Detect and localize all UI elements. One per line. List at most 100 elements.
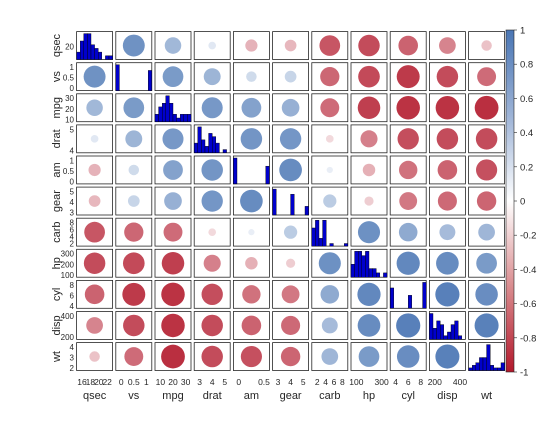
row-label-vs: vs xyxy=(51,71,63,83)
histogram-bar-mpg-4 xyxy=(169,102,174,122)
histogram-bar-qsec-9 xyxy=(108,55,113,60)
corr-circle-cyl-carb xyxy=(320,285,340,304)
corr-circle-vs-mpg xyxy=(162,66,184,88)
row-label-drat: drat xyxy=(51,129,63,148)
corr-circle-wt-hp xyxy=(358,346,380,367)
histogram-bar-qsec-1 xyxy=(79,40,84,60)
corr-circle-vs-gear xyxy=(284,70,297,83)
histogram-bar-hp-3 xyxy=(361,255,366,278)
corr-circle-carb-hp xyxy=(357,221,381,244)
x-tick-disp-1: 400 xyxy=(453,377,467,387)
y-tick-carb-2: 6 xyxy=(70,226,75,235)
x-tick-carb-1: 4 xyxy=(323,377,328,387)
colorbar-tick-1: 0.8 xyxy=(520,60,533,71)
corr-circle-vs-qsec xyxy=(83,65,106,88)
y-tick-disp-1: 400 xyxy=(61,312,75,321)
corr-circle-drat-cyl xyxy=(397,128,419,150)
corr-circle-am-cyl xyxy=(399,160,418,180)
corr-circle-hp-disp xyxy=(436,251,459,275)
histogram-bar-hp-2 xyxy=(358,251,363,278)
x-tick-vs-0: 0 xyxy=(119,377,124,387)
corr-circle-disp-drat xyxy=(201,314,223,337)
histogram-bar-qsec-2 xyxy=(83,33,88,60)
corr-circle-drat-carb xyxy=(325,135,334,143)
column-label-am: am xyxy=(244,390,259,402)
x-tick-cyl-0: 4 xyxy=(393,377,398,387)
corr-circle-disp-mpg xyxy=(161,313,185,338)
corr-circle-drat-gear xyxy=(279,128,302,150)
y-tick-carb-3: 8 xyxy=(70,219,75,228)
x-tick-gear-0: 3 xyxy=(276,377,281,387)
histogram-bar-wt-3 xyxy=(479,357,484,371)
row-label-hp: hp xyxy=(51,257,63,269)
corr-circle-cyl-qsec xyxy=(84,284,105,305)
row-label-qsec: qsec xyxy=(51,33,63,57)
corr-circle-mpg-hp xyxy=(357,96,381,120)
corr-circle-qsec-wt xyxy=(481,40,492,51)
y-tick-hp-0: 100 xyxy=(61,271,75,280)
colorbar: 1 0.8 0.6 0.4 0.2 0 -0.2 -0.4 -0.6 -0.8 -1 xyxy=(505,26,536,379)
y-tick-hp-2: 300 xyxy=(61,250,75,259)
corr-circle-gear-hp xyxy=(364,196,374,206)
corr-circle-hp-vs xyxy=(122,252,145,275)
x-tick-qsec-3: 22 xyxy=(102,377,112,387)
histogram-bar-disp-8 xyxy=(458,335,463,340)
histogram-bar-wt-7 xyxy=(493,367,498,371)
corr-circle-mpg-cyl xyxy=(396,95,420,120)
cell-am-am xyxy=(232,155,270,185)
histogram-bar-hp-6 xyxy=(372,268,377,278)
corr-circle-am-qsec xyxy=(88,163,101,177)
histogram-bar-carb-5 xyxy=(329,243,334,247)
corr-circle-am-disp xyxy=(437,160,458,180)
corr-circle-disp-qsec xyxy=(86,317,103,334)
column-label-carb: carb xyxy=(319,390,340,402)
histogram-bar-wt-6 xyxy=(490,365,495,371)
corr-circle-hp-gear xyxy=(286,258,296,268)
corr-circle-wt-vs xyxy=(124,347,144,367)
y-tick-gear-2: 5 xyxy=(70,188,75,197)
histogram-bar-hp-9 xyxy=(383,272,388,278)
corr-circle-gear-carb xyxy=(323,194,337,208)
x-tick-carb-2: 6 xyxy=(332,377,337,387)
histogram-bar-drat-1 xyxy=(197,126,202,154)
colorbar-tick-7: -0.4 xyxy=(520,265,536,276)
corr-circle-cyl-disp xyxy=(435,282,460,307)
corr-circle-cyl-gear xyxy=(281,285,300,304)
histogram-bar-qsec-6 xyxy=(97,51,102,60)
corr-circle-gear-disp xyxy=(437,191,457,211)
histogram-bar-mpg-9 xyxy=(187,114,192,122)
histogram-bar-carb-3 xyxy=(322,219,327,247)
corr-circle-drat-vs xyxy=(125,130,143,148)
corr-circle-mpg-drat xyxy=(201,97,223,119)
row-label-gear: gear xyxy=(51,190,63,212)
colorbar-tick-9: -0.8 xyxy=(520,333,536,344)
histogram-bar-qsec-4 xyxy=(90,44,95,60)
y-tick-vs-2: 1 xyxy=(70,63,75,72)
y-tick-vs-0: 0 xyxy=(70,84,75,93)
corr-circle-disp-carb xyxy=(321,317,338,334)
matrix-cells xyxy=(76,31,506,371)
corr-circle-vs-hp xyxy=(358,65,380,88)
histogram-bar-wt-4 xyxy=(482,357,487,371)
row-labels: qsec 20vs00.51mpg102030drat45am00.51gear3… xyxy=(51,33,75,373)
corr-circle-wt-qsec xyxy=(89,351,100,362)
corr-circle-gear-qsec xyxy=(88,195,101,207)
row-label-cyl: cyl xyxy=(51,288,63,301)
histogram-bar-mpg-7 xyxy=(179,114,184,122)
row-label-wt: wt xyxy=(51,351,63,363)
y-tick-am-2: 1 xyxy=(70,156,75,165)
corr-circle-vs-wt xyxy=(477,67,497,87)
corr-circle-drat-disp xyxy=(436,128,459,150)
histogram-bar-am-9 xyxy=(265,165,270,185)
histogram-bar-mpg-3 xyxy=(165,95,170,122)
column-label-disp: disp xyxy=(437,390,457,402)
cell-mpg-qsec xyxy=(76,93,113,123)
corr-circle-hp-mpg xyxy=(161,251,185,275)
histogram-bar-disp-5 xyxy=(447,331,452,340)
y-tick-wt-0: 2 xyxy=(70,364,75,373)
corr-circle-gear-cyl xyxy=(399,192,418,210)
histogram-bar-carb-2 xyxy=(318,238,323,247)
x-tick-am-0: 0 xyxy=(236,377,241,387)
